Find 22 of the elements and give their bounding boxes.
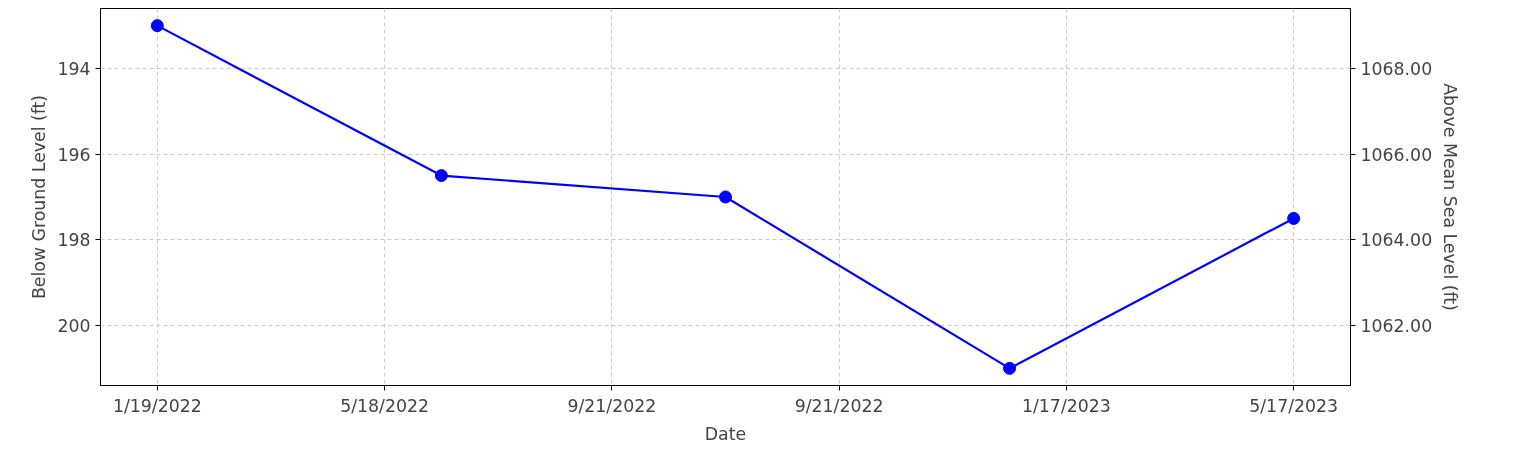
y2-axis-title: Above Mean Sea Level (ft) (1440, 83, 1461, 311)
point (1287, 211, 1301, 225)
y2-tick-label: 1068.00 (1360, 58, 1433, 79)
y-axis-title: Below Ground Level (ft) (29, 94, 50, 300)
text: 1/19/2022 (112, 395, 202, 416)
y-tick-label: 196 (57, 144, 91, 165)
point (150, 19, 164, 33)
y2-tick-label: 1066.00 (1360, 144, 1433, 165)
point (434, 169, 448, 183)
text: 1/17/2023 (1021, 395, 1111, 416)
text: 5/17/2023 (1249, 395, 1339, 416)
y2-tick-label: 1062.00 (1360, 316, 1433, 337)
point (719, 190, 732, 204)
text: 5/18/2022 (340, 395, 430, 416)
y-tick-label: 200 (57, 316, 91, 337)
x-axis-title: Date (704, 423, 747, 444)
point (1003, 361, 1017, 375)
y-tick-label: 194 (57, 58, 91, 79)
text: 9/21/2022 (567, 395, 657, 416)
y-tick-label: 198 (57, 230, 91, 251)
text: 9/21/2022 (794, 395, 884, 416)
y2-tick-label: 1064.00 (1360, 230, 1433, 251)
